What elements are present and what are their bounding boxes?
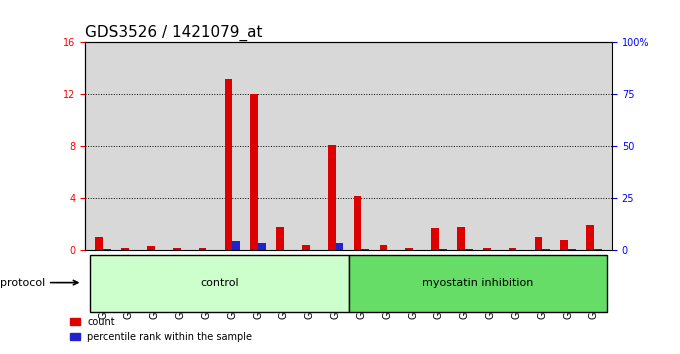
- Bar: [379, 245, 387, 250]
- Bar: [258, 243, 266, 250]
- Legend: count, percentile rank within the sample: count, percentile rank within the sample: [66, 313, 256, 346]
- Bar: [560, 240, 568, 250]
- Bar: [509, 247, 516, 250]
- Bar: [568, 249, 576, 250]
- Bar: [224, 79, 233, 250]
- Bar: [594, 249, 602, 250]
- Text: myostatin inhibition: myostatin inhibition: [422, 278, 533, 287]
- Bar: [439, 249, 447, 250]
- Text: GDS3526 / 1421079_at: GDS3526 / 1421079_at: [85, 25, 262, 41]
- Bar: [354, 196, 361, 250]
- Bar: [328, 145, 336, 250]
- Bar: [276, 227, 284, 250]
- Bar: [586, 225, 594, 250]
- Bar: [457, 227, 464, 250]
- Bar: [405, 247, 413, 250]
- FancyBboxPatch shape: [348, 255, 607, 312]
- Text: control: control: [200, 278, 239, 287]
- Bar: [483, 247, 490, 250]
- Bar: [302, 245, 310, 250]
- Text: protocol: protocol: [0, 278, 78, 287]
- Bar: [103, 249, 111, 250]
- Bar: [542, 249, 550, 250]
- Bar: [147, 246, 155, 250]
- Bar: [464, 249, 473, 250]
- Bar: [173, 248, 181, 250]
- Bar: [95, 237, 103, 250]
- FancyBboxPatch shape: [90, 255, 348, 312]
- Bar: [336, 243, 343, 250]
- Bar: [121, 248, 129, 250]
- Bar: [250, 95, 258, 250]
- Bar: [361, 249, 369, 250]
- Bar: [431, 228, 439, 250]
- Bar: [199, 247, 207, 250]
- Bar: [233, 241, 240, 250]
- Bar: [534, 237, 542, 250]
